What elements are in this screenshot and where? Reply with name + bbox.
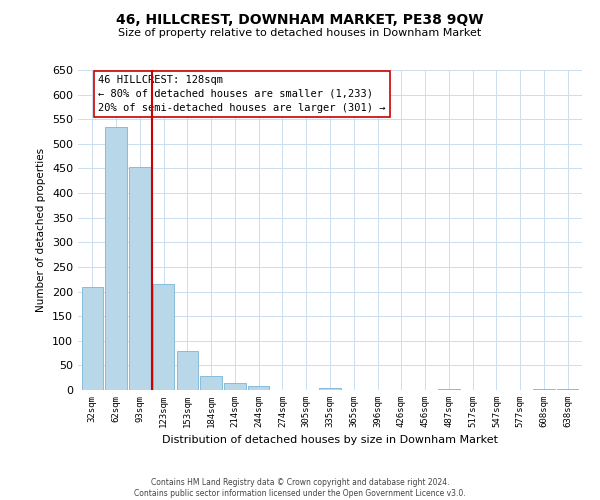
Bar — [176, 350, 198, 390]
Bar — [438, 389, 460, 390]
Bar — [200, 376, 222, 390]
Bar — [248, 386, 269, 390]
X-axis label: Distribution of detached houses by size in Downham Market: Distribution of detached houses by size … — [162, 436, 498, 446]
Bar — [129, 168, 151, 390]
Bar — [533, 389, 554, 390]
Y-axis label: Number of detached properties: Number of detached properties — [37, 148, 46, 312]
Bar — [106, 126, 127, 390]
Text: 46 HILLCREST: 128sqm
← 80% of detached houses are smaller (1,233)
20% of semi-de: 46 HILLCREST: 128sqm ← 80% of detached h… — [98, 75, 386, 113]
Bar — [319, 388, 341, 390]
Text: Contains HM Land Registry data © Crown copyright and database right 2024.
Contai: Contains HM Land Registry data © Crown c… — [134, 478, 466, 498]
Text: 46, HILLCREST, DOWNHAM MARKET, PE38 9QW: 46, HILLCREST, DOWNHAM MARKET, PE38 9QW — [116, 12, 484, 26]
Bar — [153, 284, 174, 390]
Bar — [557, 389, 578, 390]
Text: Size of property relative to detached houses in Downham Market: Size of property relative to detached ho… — [118, 28, 482, 38]
Bar — [82, 286, 103, 390]
Bar — [224, 382, 245, 390]
